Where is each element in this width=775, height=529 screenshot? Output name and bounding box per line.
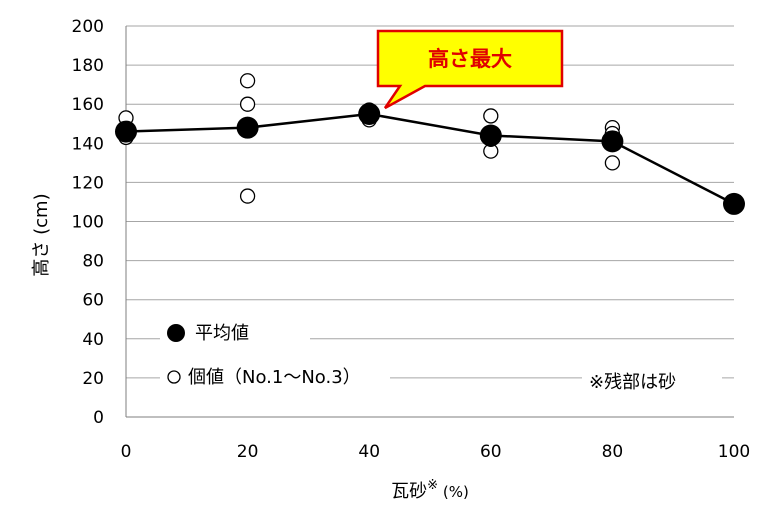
y-tick-label: 80 <box>82 252 104 272</box>
mean-points <box>115 102 745 215</box>
legend-individual-marker <box>167 370 181 384</box>
mean-point <box>601 130 624 153</box>
legend: 平均値 個値（No.1～No.3） <box>160 320 390 388</box>
y-tick-label: 40 <box>82 330 104 350</box>
x-tick-label: 0 <box>121 442 132 462</box>
x-tick-label: 60 <box>480 442 502 462</box>
y-tick-label: 200 <box>72 17 104 37</box>
y-tick-label: 20 <box>82 369 104 389</box>
x-tick-label: 20 <box>237 442 259 462</box>
individual-point <box>239 188 256 204</box>
mean-series-line <box>125 112 735 206</box>
legend-bg-1 <box>160 320 310 344</box>
mean-point <box>479 124 502 147</box>
note-text: ※残部は砂 <box>589 372 676 393</box>
x-axis-title-unit: (%) <box>438 483 469 501</box>
individual-point <box>239 73 256 89</box>
x-tick-label: 80 <box>602 442 624 462</box>
x-axis-title-sup: ※ <box>427 478 438 493</box>
x-tick-label: 100 <box>718 442 750 462</box>
y-tick-label: 120 <box>72 173 104 193</box>
y-tick-label: 0 <box>93 408 104 428</box>
x-tick-label: 40 <box>358 442 380 462</box>
individual-point <box>239 96 256 112</box>
mean-point <box>358 102 381 125</box>
y-tick-label: 100 <box>72 213 104 233</box>
individual-point <box>604 155 621 171</box>
mean-point <box>236 116 259 139</box>
y-tick-labels: 0 20 40 60 80 100 120 140 160 180 200 <box>72 17 104 428</box>
legend-bg-2 <box>160 362 390 388</box>
legend-mean-label: 平均値 <box>195 323 249 344</box>
mean-line <box>125 112 735 206</box>
legend-mean-marker <box>167 324 185 342</box>
legend-individual-label: 個値（No.1～No.3） <box>188 367 361 388</box>
y-axis-title: 高さ (cm) <box>31 193 52 276</box>
mean-point <box>115 120 137 143</box>
y-tick-label: 180 <box>72 56 104 76</box>
mean-point <box>723 192 745 215</box>
callout-shape <box>376 29 564 110</box>
x-tick-labels: 0 20 40 60 80 100 <box>121 442 751 462</box>
y-tick-label: 160 <box>72 95 104 115</box>
callout: 高さ最大 <box>376 29 564 110</box>
x-axis-title-main: 瓦砂 <box>391 481 427 502</box>
x-axis-title: 瓦砂※ (%) <box>391 478 469 502</box>
individual-point <box>483 108 499 124</box>
y-tick-label: 60 <box>82 291 104 311</box>
note-bg <box>582 366 722 394</box>
callout-text: 高さ最大 <box>428 47 512 71</box>
y-tick-label: 140 <box>72 134 104 154</box>
